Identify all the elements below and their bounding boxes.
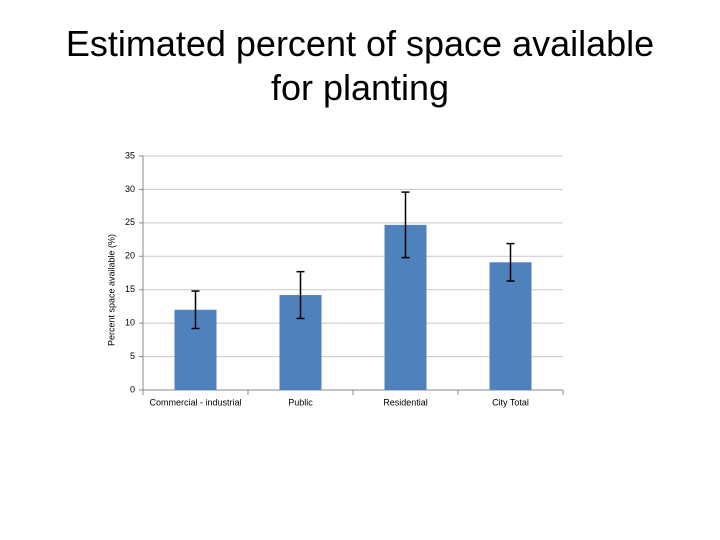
error-bar: [506, 242, 515, 282]
y-axis-label: Percent space available (%): [106, 234, 116, 346]
error-bar: [401, 191, 410, 259]
chart-title: Estimated percent of space available for…: [65, 23, 655, 108]
y-tick-label: 0: [130, 384, 135, 394]
y-tick-label: 15: [125, 284, 135, 294]
y-tick-label: 20: [125, 251, 135, 261]
y-tick-label: 5: [130, 351, 135, 361]
x-tick-label: Public: [288, 397, 313, 407]
x-tick-label: Commercial - industrial: [149, 397, 241, 407]
bar: [489, 262, 532, 390]
y-tick-label: 10: [125, 318, 135, 328]
error-bar: [191, 290, 200, 330]
y-tick-label: 35: [125, 150, 135, 160]
x-tick-label: Residential: [383, 397, 428, 407]
error-bar: [296, 270, 305, 320]
x-tick-label: City Total: [492, 397, 529, 407]
y-tick-label: 25: [125, 217, 135, 227]
y-tick-label: 30: [125, 184, 135, 194]
